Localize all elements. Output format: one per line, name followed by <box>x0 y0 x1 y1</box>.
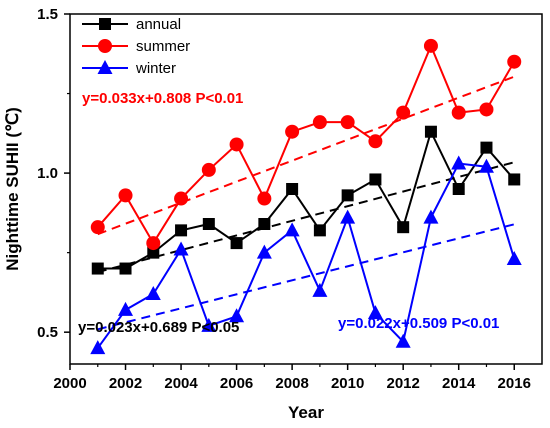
data-point-annual <box>313 224 326 237</box>
x-tick-label: 2016 <box>498 375 531 392</box>
trend-line-winter <box>97 223 515 331</box>
x-tick-label: 2006 <box>220 375 253 392</box>
data-point-summer <box>257 191 272 206</box>
data-point-winter <box>173 241 189 256</box>
data-point-annual <box>397 221 410 234</box>
x-tick-label: 2000 <box>53 375 86 392</box>
data-point-summer <box>423 38 438 53</box>
data-point-summer <box>479 102 494 117</box>
data-point-winter <box>367 305 383 320</box>
data-point-winter <box>340 209 356 224</box>
plot-area <box>69 13 543 365</box>
trend-equation-annual: y=0.023x+0.689 P<0.05 <box>78 319 239 336</box>
data-point-winter <box>90 340 106 355</box>
legend-label-winter: winter <box>135 60 176 77</box>
y-tick-label: 0.5 <box>37 324 58 341</box>
data-point-winter <box>478 158 494 173</box>
data-point-summer <box>368 134 383 149</box>
data-point-summer <box>118 188 133 203</box>
trend-equation-winter: y=0.022x+0.509 P<0.01 <box>338 315 499 332</box>
data-point-summer <box>285 124 300 139</box>
series-line-summer <box>97 43 516 246</box>
data-point-winter <box>284 222 300 237</box>
trend-equations: y=0.023x+0.689 P<0.05 y=0.033x+0.808 P<0.… <box>78 90 499 336</box>
data-point-annual <box>175 224 188 237</box>
data-point-summer <box>507 54 522 69</box>
x-tick-label: 2010 <box>331 375 364 392</box>
data-point-winter <box>451 155 467 170</box>
x-tick-label: 2004 <box>164 375 198 392</box>
data-point-annual <box>452 183 465 195</box>
x-axis-title: Year <box>288 403 324 422</box>
data-point-annual <box>258 218 271 230</box>
trend-line-annual <box>97 161 515 274</box>
data-point-annual <box>480 141 493 154</box>
data-point-summer <box>451 105 466 120</box>
data-point-winter <box>395 333 411 348</box>
legend-marker-summer <box>98 39 112 53</box>
series-markers <box>90 38 522 355</box>
data-point-summer <box>312 115 327 130</box>
plot-frame <box>69 13 543 365</box>
data-point-summer <box>174 191 189 206</box>
data-point-summer <box>229 137 244 152</box>
data-point-annual <box>424 125 437 138</box>
data-point-annual <box>508 173 521 186</box>
data-point-annual <box>147 246 160 259</box>
legend-marker-winter <box>97 60 113 74</box>
data-point-annual <box>202 218 215 230</box>
data-point-summer <box>146 236 161 251</box>
trend-equation-summer: y=0.033x+0.808 P<0.01 <box>82 90 243 107</box>
y-axis-title: Nighttime SUHII (℃) <box>3 107 22 271</box>
data-point-winter <box>229 308 245 323</box>
data-point-winter <box>145 286 161 300</box>
data-point-summer <box>201 162 216 177</box>
legend-label-annual: annual <box>136 16 181 33</box>
data-point-annual <box>91 262 104 275</box>
data-point-annual <box>286 183 299 195</box>
data-point-winter <box>423 209 439 224</box>
x-tick-label: 2012 <box>386 375 419 392</box>
data-point-winter <box>118 301 134 316</box>
y-axis: 0.5 1.0 1.5 <box>37 6 70 341</box>
data-point-annual <box>119 262 132 275</box>
legend-label-summer: summer <box>136 38 190 55</box>
legend-marker-annual <box>99 18 111 30</box>
legend: annual summer winter <box>82 16 190 77</box>
data-point-summer <box>396 105 411 120</box>
data-point-winter <box>201 317 217 332</box>
data-point-winter <box>312 282 328 297</box>
data-point-winter <box>256 244 272 259</box>
trend-lines <box>97 75 515 331</box>
data-point-summer <box>340 115 355 130</box>
x-tick-label: 2008 <box>275 375 308 392</box>
series-line-winter <box>96 162 516 349</box>
data-point-annual <box>230 237 243 250</box>
series-line-annual <box>97 128 515 270</box>
x-tick-label: 2002 <box>109 375 142 392</box>
data-point-annual <box>341 189 354 202</box>
y-tick-label: 1.0 <box>37 165 58 182</box>
series-lines <box>96 43 516 349</box>
data-point-winter <box>506 251 522 265</box>
data-point-summer <box>90 220 105 235</box>
x-tick-label: 2014 <box>442 375 476 392</box>
y-tick-label: 1.5 <box>37 6 58 23</box>
data-point-annual <box>369 173 382 186</box>
x-axis: 2000 2002 2004 2006 2008 2010 2012 2014 2016 <box>53 364 531 392</box>
